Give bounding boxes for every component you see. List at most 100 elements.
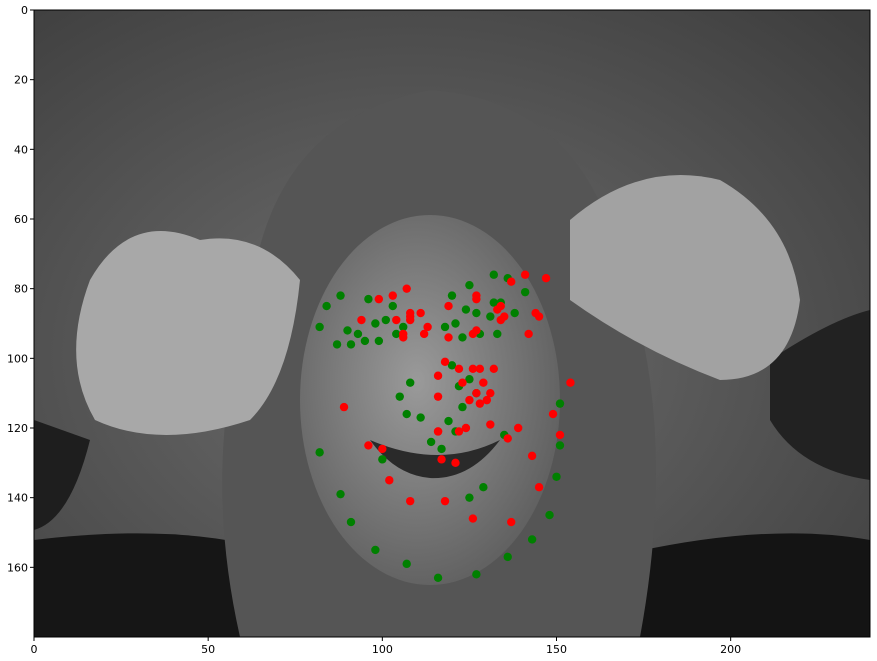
red-landmark-point	[503, 434, 512, 443]
green-landmark-point	[371, 545, 380, 555]
green-landmark-point	[315, 322, 324, 332]
red-landmark-point	[520, 270, 530, 279]
red-landmark-point	[454, 364, 464, 373]
y-axis-ticks: 0 20 40 60 80 100 120 140 160	[7, 4, 34, 574]
red-landmark-point	[433, 371, 443, 380]
green-landmark-point	[461, 305, 471, 314]
red-landmark-point	[524, 329, 533, 339]
y-tick-label: 40	[14, 143, 28, 156]
red-landmark-point	[378, 444, 387, 454]
red-landmark-point	[433, 427, 443, 436]
green-landmark-point	[451, 319, 460, 328]
y-tick-label: 140	[7, 492, 28, 505]
red-landmark-point	[374, 294, 384, 304]
green-landmark-point	[322, 301, 331, 311]
red-landmark-point	[406, 496, 415, 506]
y-tick-label: 60	[14, 213, 28, 226]
green-landmark-point	[392, 329, 401, 339]
green-landmark-point	[346, 517, 356, 527]
green-landmark-point	[336, 489, 345, 499]
y-tick-label: 160	[7, 561, 28, 574]
red-landmark-point	[357, 315, 366, 325]
green-landmark-point	[520, 287, 530, 297]
green-landmark-point	[440, 322, 450, 332]
green-landmark-point	[402, 409, 411, 419]
y-tick-label: 120	[7, 422, 28, 435]
green-landmark-point	[364, 294, 373, 304]
red-landmark-point	[555, 430, 565, 440]
green-landmark-point	[447, 361, 457, 370]
green-landmark-point	[503, 552, 512, 562]
green-landmark-point	[465, 375, 474, 384]
red-landmark-point	[444, 301, 453, 311]
red-landmark-point	[465, 395, 474, 405]
green-landmark-point	[353, 329, 363, 339]
red-landmark-point	[468, 514, 478, 523]
red-landmark-point	[507, 277, 516, 286]
green-landmark-point	[493, 329, 502, 339]
x-tick-label: 0	[31, 643, 38, 656]
green-landmark-point	[399, 322, 408, 332]
red-landmark-point	[548, 409, 558, 419]
red-landmark-point	[475, 364, 485, 373]
red-landmark-point	[423, 322, 432, 332]
red-landmark-point	[486, 420, 495, 429]
green-landmark-point	[472, 308, 481, 318]
red-landmark-point	[440, 496, 450, 506]
red-landmark-point	[437, 455, 446, 464]
red-landmark-point	[489, 364, 498, 373]
x-tick-label: 150	[546, 643, 567, 656]
green-landmark-point	[489, 270, 498, 279]
green-landmark-point	[388, 301, 397, 311]
green-landmark-point	[465, 493, 474, 502]
red-landmark-point	[482, 395, 492, 405]
green-landmark-point	[426, 437, 436, 447]
landmark-points	[315, 270, 575, 582]
green-landmark-point	[510, 308, 519, 318]
red-landmark-point	[527, 451, 537, 461]
red-landmark-point	[385, 476, 394, 485]
y-tick-label: 80	[14, 283, 28, 296]
green-landmark-point	[552, 472, 561, 481]
red-landmark-point	[486, 388, 495, 398]
red-landmark-point	[513, 423, 523, 433]
green-landmark-point	[381, 315, 391, 325]
red-landmark-point	[496, 315, 505, 325]
red-landmark-point	[388, 291, 397, 300]
green-landmark-point	[402, 559, 411, 569]
green-landmark-point	[555, 441, 565, 450]
red-landmark-point	[566, 378, 575, 387]
y-tick-label: 100	[7, 352, 28, 365]
green-landmark-point	[374, 336, 384, 346]
red-landmark-point	[440, 357, 450, 367]
y-tick-label: 0	[21, 4, 28, 17]
red-landmark-point	[419, 329, 429, 339]
red-landmark-point	[402, 284, 411, 293]
red-landmark-point	[479, 378, 488, 387]
green-landmark-point	[527, 535, 537, 544]
y-tick-label: 20	[14, 74, 28, 87]
red-landmark-point	[468, 364, 478, 373]
green-landmark-point	[447, 291, 457, 300]
x-tick-label: 50	[201, 643, 215, 656]
red-landmark-point	[475, 399, 485, 408]
red-landmark-point	[399, 333, 408, 342]
green-landmark-point	[555, 399, 565, 408]
green-landmark-point	[332, 340, 342, 349]
green-landmark-point	[346, 340, 356, 349]
red-landmark-point	[416, 308, 425, 318]
green-landmark-point	[472, 570, 481, 579]
green-landmark-point	[416, 413, 425, 422]
green-landmark-point	[378, 455, 387, 464]
axes-frame	[33, 9, 871, 638]
green-landmark-point	[437, 444, 446, 454]
red-landmark-point	[496, 301, 505, 311]
red-landmark-point	[461, 423, 471, 433]
red-landmark-point	[392, 315, 401, 325]
green-landmark-point	[336, 291, 345, 300]
red-landmark-point	[472, 388, 481, 398]
red-landmark-point	[451, 458, 460, 468]
green-landmark-point	[545, 510, 554, 520]
red-landmark-point	[507, 517, 516, 527]
